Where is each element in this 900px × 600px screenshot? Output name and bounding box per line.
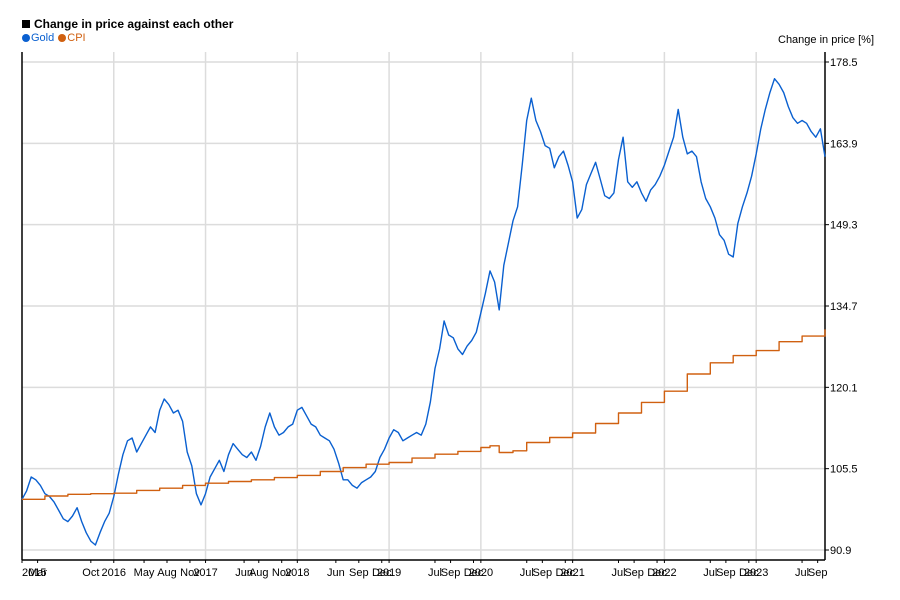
x-tick-label: May [134,567,155,579]
x-tick-label: 2017 [193,567,217,579]
chart-title-row: Change in price against each other [22,17,233,31]
legend-gold-dot-icon [22,34,30,42]
x-tick-label: 2015 [22,567,46,579]
x-tick-label: Jun [327,567,345,579]
x-tick-label: Jun [235,567,253,579]
y-tick-label: 134.7 [830,301,858,313]
x-tick-label: Jul [428,567,442,579]
y-tick-label: 90.9 [830,545,851,557]
x-tick-label: Dec [556,567,576,579]
series-line-gold [21,78,826,546]
x-tick-label: Jul [611,567,625,579]
legend-cpi-label: CPI [67,32,86,44]
x-tick-label: Sep [349,567,369,579]
x-tick-label: 2021 [560,567,584,579]
x-tick-label: 2016 [102,567,126,579]
x-tick-label: Sep [624,567,644,579]
y-tick-label: 120.1 [830,382,858,394]
x-tick-label: Aug [157,567,177,579]
y-tick-label: 163.9 [830,138,858,150]
x-tick-label: Sep [441,567,461,579]
y-tick-label: 105.5 [830,464,858,476]
x-tick-label: Sep [716,567,736,579]
x-tick-label: Oct [82,567,99,579]
x-tick-label: 2018 [285,567,309,579]
x-tick-label: Jul [703,567,717,579]
x-tick-label: Jul [795,567,809,579]
x-tick-label: Sep [808,567,828,579]
x-tick-label: Dec [372,567,392,579]
x-tick-label: 2020 [469,567,493,579]
x-tick-label: Sep [533,567,553,579]
x-tick-label: Aug [249,567,269,579]
series-layer [21,78,826,546]
x-tick-label: Dec [647,567,667,579]
title-square-icon [22,20,30,28]
y-axis-label: Change in price [%] [778,34,874,46]
series-line-cpi [22,329,826,500]
x-tick-label: 2023 [744,567,768,579]
legend-cpi-dot-icon [58,34,67,42]
grid-layer [22,52,825,560]
x-tick-label: Nov [272,567,292,579]
x-tick-label: 2022 [652,567,676,579]
x-tick-label: Nov [180,567,200,579]
axes-layer [21,52,829,563]
x-tick-label: 2019 [377,567,401,579]
legend-gold-label: Gold [31,32,55,44]
y-tick-label: 178.5 [830,57,858,69]
legend: Gold CPI [22,32,86,44]
x-tick-label: Dec [739,567,759,579]
x-tick-label: Dec [464,567,484,579]
chart-title: Change in price against each other [34,17,234,31]
legend-item-cpi: CPI [58,32,86,44]
y-tick-label: 149.3 [830,220,858,232]
x-tick-label: Mar [28,567,47,579]
x-tick-label: Jul [520,567,534,579]
legend-item-gold: Gold [22,32,54,44]
y-tick-labels: 90.9 105.5 120.1 134.7 149.3 163.9 178.5 [830,57,858,557]
